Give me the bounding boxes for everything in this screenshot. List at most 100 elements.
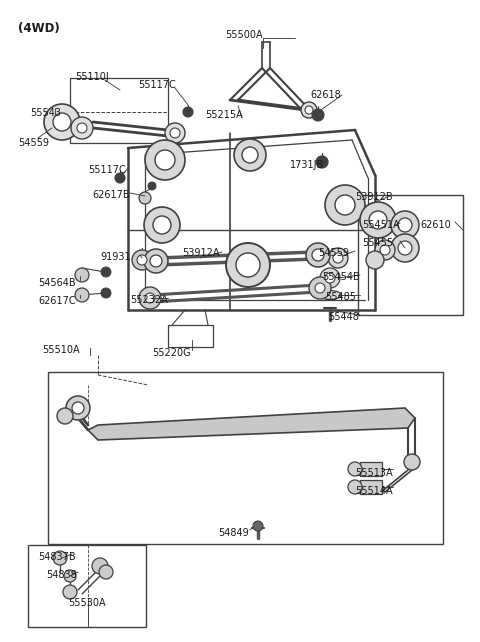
Circle shape — [63, 585, 77, 599]
Text: 54559: 54559 — [18, 138, 49, 148]
Bar — [28, 545, 146, 627]
Circle shape — [315, 283, 325, 293]
Circle shape — [312, 109, 324, 121]
Text: 55455: 55455 — [362, 238, 393, 248]
Text: 54837B: 54837B — [38, 552, 76, 562]
Text: 54564B: 54564B — [38, 278, 76, 288]
Circle shape — [183, 107, 193, 117]
Circle shape — [391, 211, 419, 239]
Circle shape — [253, 521, 263, 531]
Ellipse shape — [319, 290, 341, 300]
Bar — [70, 78, 168, 143]
Text: 55485: 55485 — [325, 292, 356, 302]
Circle shape — [328, 248, 348, 268]
Text: 55514A: 55514A — [355, 486, 393, 496]
Text: 55543: 55543 — [30, 108, 61, 118]
Text: 62617B: 62617B — [92, 190, 130, 200]
Circle shape — [115, 173, 125, 183]
Circle shape — [57, 408, 73, 424]
Text: 54559: 54559 — [318, 248, 349, 258]
Text: 54838: 54838 — [46, 570, 77, 580]
Text: 91931: 91931 — [100, 252, 131, 262]
Circle shape — [132, 250, 152, 270]
Text: 55530A: 55530A — [68, 598, 106, 608]
Circle shape — [137, 255, 147, 265]
Circle shape — [236, 253, 260, 277]
Bar — [168, 325, 213, 347]
Text: 62617C: 62617C — [38, 296, 76, 306]
Circle shape — [360, 202, 396, 238]
Circle shape — [309, 277, 331, 299]
Circle shape — [144, 207, 180, 243]
Circle shape — [404, 454, 420, 470]
Text: 55110J: 55110J — [75, 72, 109, 82]
Circle shape — [335, 195, 355, 215]
Text: 55454B: 55454B — [322, 272, 360, 282]
Circle shape — [144, 249, 168, 273]
Circle shape — [145, 293, 155, 303]
Circle shape — [301, 102, 317, 118]
Circle shape — [72, 402, 84, 414]
Circle shape — [391, 234, 419, 262]
Circle shape — [320, 268, 340, 288]
Circle shape — [398, 241, 412, 255]
Text: 55220G: 55220G — [152, 348, 191, 358]
Text: 55232A: 55232A — [130, 295, 168, 305]
Circle shape — [44, 104, 80, 140]
Circle shape — [101, 288, 111, 298]
Text: 55513A: 55513A — [355, 468, 393, 478]
Circle shape — [366, 251, 384, 269]
Bar — [360, 480, 382, 494]
Circle shape — [306, 243, 330, 267]
Circle shape — [75, 268, 89, 282]
Text: 55451A: 55451A — [362, 220, 400, 230]
Circle shape — [99, 565, 113, 579]
Text: 1731JB: 1731JB — [290, 160, 324, 170]
Bar — [48, 372, 443, 544]
Text: 55500A: 55500A — [225, 30, 263, 40]
Circle shape — [150, 255, 162, 267]
Circle shape — [64, 570, 76, 582]
Circle shape — [165, 123, 185, 143]
Circle shape — [170, 128, 180, 138]
Circle shape — [312, 249, 324, 261]
Text: 53912B: 53912B — [355, 192, 393, 202]
Circle shape — [53, 551, 67, 565]
Circle shape — [101, 267, 111, 277]
Text: 62610: 62610 — [420, 220, 451, 230]
Text: 55117C: 55117C — [88, 165, 126, 175]
Circle shape — [139, 287, 161, 309]
Circle shape — [234, 139, 266, 171]
Text: 54849: 54849 — [218, 528, 249, 538]
Circle shape — [226, 243, 270, 287]
Text: 53912A: 53912A — [182, 248, 219, 258]
Polygon shape — [88, 408, 415, 440]
Circle shape — [325, 273, 335, 283]
Circle shape — [77, 123, 87, 133]
Circle shape — [155, 150, 175, 170]
Circle shape — [71, 117, 93, 139]
Circle shape — [92, 558, 108, 574]
Text: 55215A: 55215A — [205, 110, 243, 120]
Text: 62618: 62618 — [310, 90, 341, 100]
Circle shape — [398, 218, 412, 232]
Circle shape — [145, 140, 185, 180]
Text: 55448: 55448 — [328, 312, 359, 322]
Circle shape — [53, 113, 71, 131]
Text: 55510A: 55510A — [42, 345, 80, 355]
Circle shape — [375, 240, 395, 260]
Circle shape — [380, 245, 390, 255]
Circle shape — [348, 480, 362, 494]
Bar — [360, 462, 382, 476]
Circle shape — [325, 185, 365, 225]
Circle shape — [139, 192, 151, 204]
Circle shape — [75, 288, 89, 302]
Circle shape — [333, 253, 343, 263]
Text: (4WD): (4WD) — [18, 22, 60, 35]
Bar — [358, 195, 463, 315]
Circle shape — [153, 216, 171, 234]
Circle shape — [316, 156, 328, 168]
Circle shape — [305, 106, 313, 114]
Text: 55117C: 55117C — [138, 80, 176, 90]
Circle shape — [348, 462, 362, 476]
